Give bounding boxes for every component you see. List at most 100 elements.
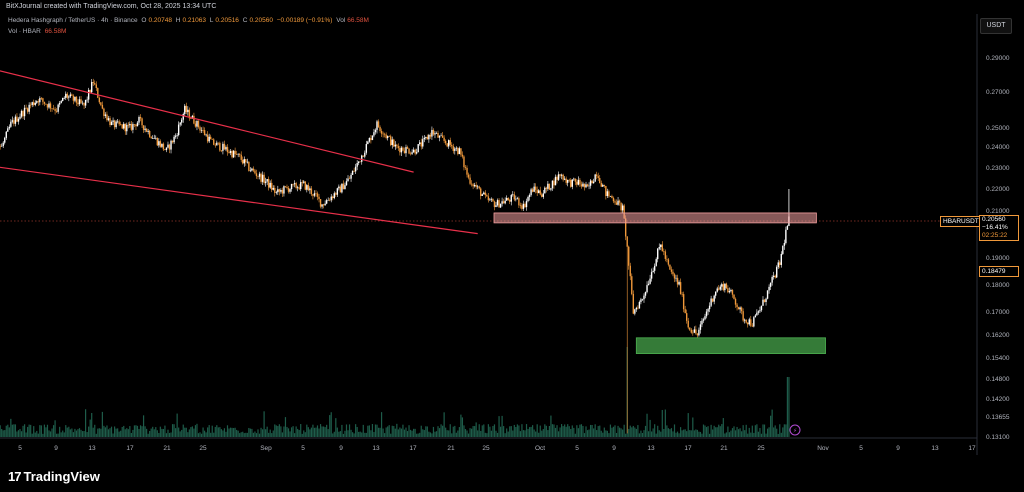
volume-bar [785, 424, 787, 437]
volume-bar [574, 433, 576, 437]
candle-body [316, 193, 319, 197]
channel-lower-line[interactable] [0, 164, 478, 235]
volume-bar [232, 428, 235, 437]
volume-bar [715, 427, 717, 437]
volume-bar [435, 431, 438, 437]
candle-body [498, 200, 500, 208]
volume-bar [634, 427, 636, 437]
volume-bar [327, 429, 329, 437]
candle-body [431, 129, 433, 137]
volume-bar [611, 427, 613, 437]
candle-body [547, 183, 549, 189]
volume-bar [136, 425, 139, 437]
candle-body [362, 155, 364, 157]
volume-bar [168, 432, 171, 437]
volume-bar [487, 424, 489, 437]
volume-bar [589, 424, 592, 437]
candle-body [119, 124, 122, 125]
volume-bar [693, 430, 695, 437]
volume-bar [196, 423, 198, 437]
candle-body [150, 136, 152, 139]
candle-body [411, 152, 413, 154]
candle-body [455, 147, 458, 149]
candle-body [705, 311, 708, 317]
candle-body [232, 150, 235, 158]
candle-body [353, 170, 355, 172]
candle-body [408, 148, 410, 154]
volume-bar [91, 412, 93, 437]
time-axis-tick: 17 [684, 445, 692, 452]
candle-body [785, 229, 787, 244]
volume-bar [762, 424, 764, 437]
volume-bar [644, 425, 647, 437]
candle-body [84, 99, 87, 106]
channel-upper-line[interactable] [0, 65, 414, 173]
candle-body [570, 180, 572, 187]
candle-body [422, 139, 424, 147]
volume-bar [274, 424, 276, 437]
candle-body [176, 135, 178, 136]
candle-body [582, 183, 584, 187]
candle-body [626, 236, 628, 247]
currency-button[interactable]: USDT [980, 18, 1012, 34]
volume-bar [434, 431, 436, 437]
events-icon[interactable]: ⚡ [789, 424, 801, 436]
volume-bar [419, 432, 421, 437]
candle-body [742, 311, 744, 321]
support-zone[interactable] [635, 337, 826, 354]
volume-bar [49, 431, 52, 437]
candle-body [502, 201, 505, 204]
volume-bar [512, 430, 514, 437]
volume-bar [100, 428, 102, 437]
volume-bar [454, 425, 456, 437]
volume-bar [455, 432, 457, 437]
resistance-zone[interactable] [493, 212, 817, 224]
candle-body [0, 146, 1, 147]
volume-bar [725, 432, 727, 437]
candle-body [246, 161, 249, 163]
volume-bar [585, 426, 587, 437]
volume-bar [518, 425, 520, 437]
volume-bar [597, 426, 599, 437]
candle-body [576, 181, 578, 185]
candle-body [152, 138, 154, 139]
candle-body [743, 319, 746, 321]
candle-body [257, 176, 259, 177]
time-axis[interactable]: 5 9 13 17 21 25 Sep 5 9 13 17 21 25 Oct 5 9 13 17 21 25 Nov 5… [18, 445, 976, 452]
volume-bar [524, 430, 526, 437]
candle-body [689, 327, 691, 330]
tradingview-logo[interactable]: 17 TradingView [8, 466, 100, 486]
candle-body [33, 102, 35, 105]
candle-body [211, 139, 213, 140]
candle-body [390, 136, 392, 146]
candle-body [269, 182, 271, 188]
volume-bar [51, 428, 53, 437]
candle-body [475, 184, 477, 188]
volume-legend: Vol · HBAR 66.58M [8, 28, 68, 35]
candle-body [655, 259, 657, 266]
volume-bar [533, 429, 535, 437]
volume-bar [211, 425, 213, 437]
price-axis[interactable]: 0.29000 0.27000 0.25000 0.24000 0.23000 0.220… [986, 55, 1010, 441]
volume-bar [362, 424, 364, 437]
volume-series-label[interactable]: Vol · HBAR [8, 28, 41, 35]
close-label: C [242, 17, 248, 24]
candle-body [425, 136, 427, 138]
candle-body [258, 173, 261, 177]
candle-body [104, 114, 107, 116]
volume-bar [112, 433, 114, 437]
candle-body [28, 104, 30, 112]
candle-body [585, 184, 587, 188]
volume-bar [335, 418, 337, 437]
candle-body [43, 101, 46, 104]
volume-bar [466, 430, 468, 437]
volume-bar [469, 428, 471, 437]
volume-bar [460, 414, 462, 437]
candle-body [628, 246, 630, 266]
volume-bar [303, 430, 305, 437]
symbol-description[interactable]: Hedera Hashgraph / TetherUS · 4h · Binan… [8, 17, 138, 24]
volume-bar [359, 431, 361, 437]
volume-bar [28, 424, 30, 437]
candle-body [730, 290, 732, 292]
